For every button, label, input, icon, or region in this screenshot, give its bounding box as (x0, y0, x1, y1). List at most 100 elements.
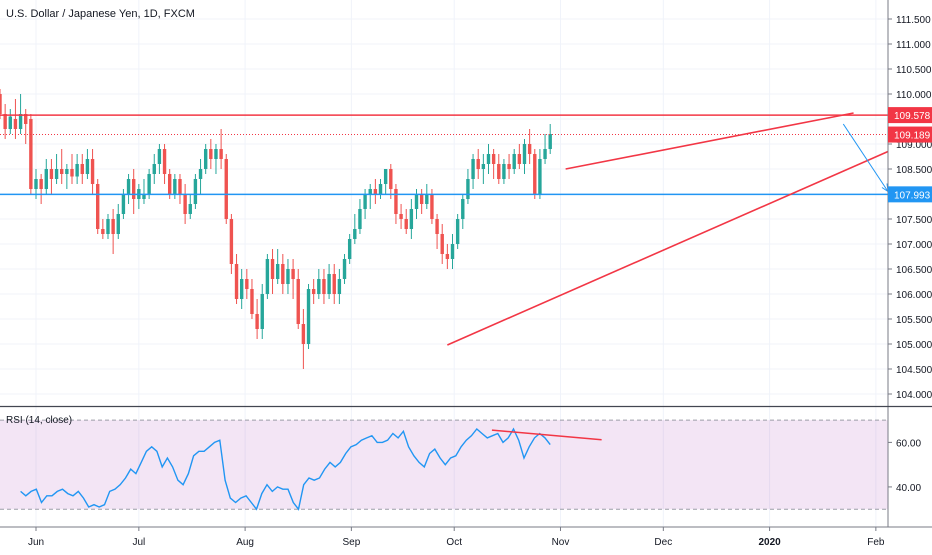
candle-body (90, 159, 95, 184)
trendline-forecast-arrow (842, 123, 889, 192)
time-tick-label: Oct (446, 537, 462, 548)
candle-body (548, 134, 552, 149)
price-tick-label: 108.500 (896, 165, 932, 176)
price-label-box (888, 126, 932, 143)
candle-body (270, 259, 275, 279)
candle-body (188, 204, 192, 214)
candle-body (311, 289, 316, 294)
candle-body (234, 264, 239, 299)
candle-body (147, 174, 151, 194)
price-tick-label: 111.500 (896, 15, 931, 26)
candle-body (291, 269, 295, 279)
price-tick-label: 110.500 (896, 65, 932, 76)
candle-body (306, 289, 311, 344)
candle-body (399, 214, 403, 219)
candle-body (245, 279, 249, 289)
candle-body (461, 199, 465, 219)
time-tick-label: Jul (132, 537, 145, 548)
price-label-box (888, 186, 932, 203)
price-tick-label: 105.000 (896, 340, 932, 351)
candle-body (347, 239, 352, 259)
rsi-label: RSI (14, close) (6, 415, 72, 426)
candle-body (491, 154, 496, 164)
candle-body (466, 179, 470, 199)
candle-body (152, 164, 156, 174)
rsi-band-fill (0, 420, 888, 510)
time-tick-label: Jun (28, 537, 44, 548)
candle-body (507, 164, 511, 169)
candle-body (425, 194, 429, 204)
trendline-upper-wedge (565, 112, 854, 170)
candle-body (121, 194, 126, 214)
candle-body (203, 149, 208, 169)
candle-body (229, 219, 234, 264)
candle-body (450, 244, 455, 259)
candle-body (543, 149, 547, 159)
price-label-text: 109.189 (894, 131, 931, 142)
price-label-box (888, 107, 932, 124)
candle-body (301, 324, 306, 344)
candle-body (383, 169, 388, 184)
candle-body (455, 219, 460, 244)
candle-body (193, 179, 198, 204)
time-tick-label: Dec (654, 537, 672, 548)
candle-body (409, 209, 414, 229)
candle-body (445, 254, 450, 259)
candle-body (65, 169, 69, 174)
candle-body (286, 269, 290, 284)
candle-body (116, 214, 120, 234)
candle-body (471, 159, 475, 179)
candle-body (44, 169, 48, 189)
price-tick-label: 110.000 (896, 90, 932, 101)
price-tick-label: 107.000 (896, 240, 932, 251)
price-tick-label: 104.000 (896, 390, 932, 401)
candle-body (173, 179, 177, 194)
candle-body (394, 189, 398, 214)
rsi-trendline (491, 429, 602, 441)
candle-body (0, 94, 2, 114)
candle-body (39, 179, 43, 189)
candle-body (255, 314, 259, 329)
candle-body (533, 154, 537, 194)
price-tick-label: 106.000 (896, 290, 932, 301)
candle-body (368, 189, 372, 194)
candle-body (250, 289, 254, 314)
candle-body (317, 279, 321, 294)
candle-body (373, 189, 378, 194)
time-tick-label: Sep (342, 537, 360, 548)
candle-body (8, 116, 12, 129)
candle-body (404, 219, 408, 229)
candle-body (178, 179, 182, 194)
price-tick-label: 105.500 (896, 315, 932, 326)
rsi-tick-label: 40.00 (896, 483, 921, 494)
candle-body (527, 144, 532, 154)
candle-body (378, 184, 383, 194)
candle-body (96, 184, 100, 229)
candle-body (435, 219, 439, 234)
candle-body (476, 159, 480, 169)
candle-body (60, 169, 64, 174)
candle-body (512, 154, 516, 169)
drawings-layer (0, 112, 889, 346)
candle-body (126, 179, 131, 194)
candle-body (502, 164, 506, 179)
candles-layer (0, 89, 552, 369)
candle-body (70, 169, 74, 177)
rsi-pane (0, 419, 888, 511)
candle-body (419, 194, 424, 204)
candle-body (481, 164, 486, 169)
candle-body (342, 259, 347, 279)
price-tick-label: 104.500 (896, 365, 932, 376)
candle-body (157, 149, 162, 164)
price-label-text: 107.993 (894, 190, 931, 201)
candle-body (430, 194, 434, 219)
candle-body (363, 194, 367, 209)
candle-body (49, 169, 54, 179)
candle-body (275, 264, 280, 279)
candle-body (80, 164, 84, 174)
candle-body (414, 194, 419, 209)
candle-body (497, 164, 501, 179)
rsi-line (20, 427, 551, 511)
